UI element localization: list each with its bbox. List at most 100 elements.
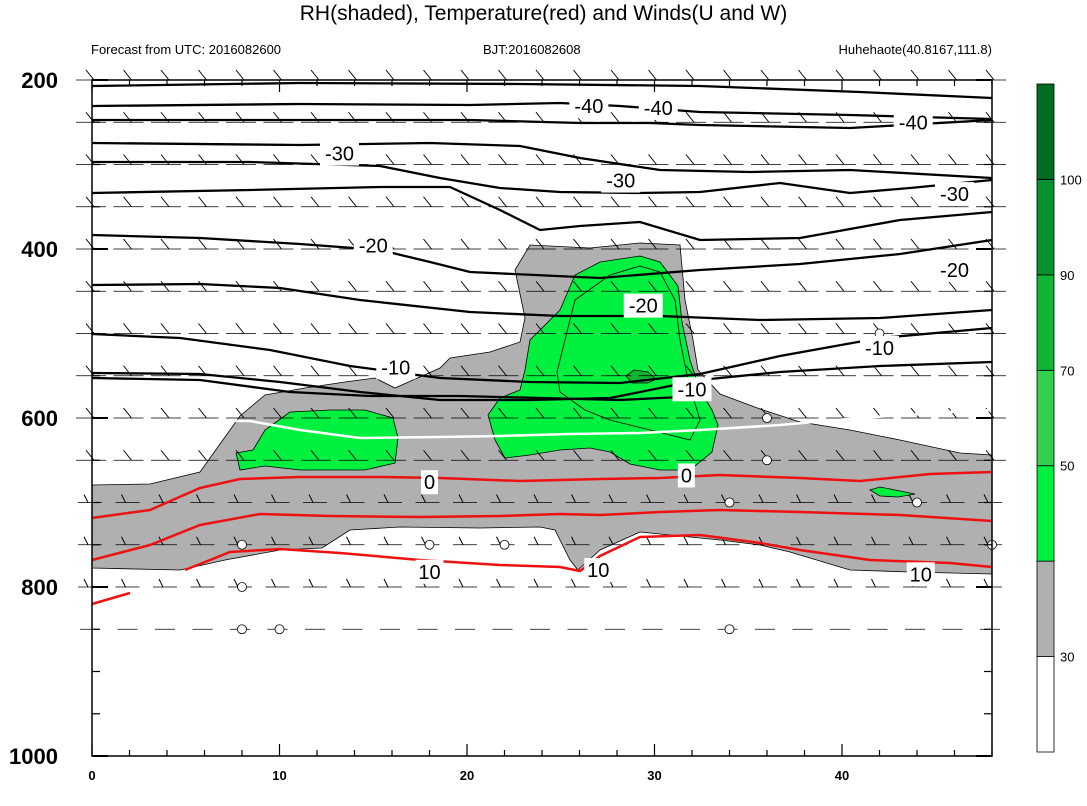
contour-label-box: [415, 559, 444, 584]
wind-barb-flag: [760, 154, 770, 165]
wind-barb-flag: [835, 238, 845, 250]
wind-barb-flag: [460, 365, 470, 377]
wind-barb-flag: [498, 280, 507, 292]
wind-barb-flag: [85, 196, 95, 208]
wind-barb-flag: [646, 536, 651, 545]
wind-barb-flag: [308, 578, 314, 588]
wind-barb-flag: [610, 407, 620, 419]
contour-label: -40: [574, 96, 603, 118]
wind-barb-flag: [385, 323, 395, 334]
calm-wind-marker: [762, 455, 772, 466]
wind-barb-flag: [721, 578, 726, 588]
wind-barb-flag: [310, 407, 320, 419]
wind-barb-flag: [160, 449, 170, 461]
wind-barb-flag: [85, 323, 95, 334]
wind-barb-flag: [498, 154, 507, 165]
colorbar-swatch: [1036, 274, 1055, 371]
wind-barb-flag: [160, 280, 170, 292]
wind-barb-flag: [460, 69, 470, 81]
wind-barb-flag: [723, 449, 732, 461]
wind-barb-flag: [758, 578, 764, 588]
wind-barb-flag: [873, 111, 882, 123]
wind-barb-flag: [423, 196, 432, 208]
wind-barb-flag: [985, 365, 995, 377]
wind-barb-flag: [910, 154, 920, 165]
colorbar-label: 70: [1060, 363, 1074, 378]
wind-barb-flag: [796, 494, 801, 503]
wind-barb-flag: [723, 111, 732, 123]
contour-label: -20: [940, 260, 969, 282]
contour-line: [91, 101, 993, 121]
wind-barb-flag: [610, 365, 620, 377]
wind-barb-flag: [348, 280, 357, 292]
wind-barb-flag: [233, 494, 239, 503]
wind-barb-flag: [158, 578, 164, 588]
wind-barb-flag: [910, 323, 920, 334]
subtitle-right: Huhehaote(40.8167,111.8): [838, 42, 992, 57]
wind-barb-flag: [271, 494, 276, 503]
wind-barb-flag: [460, 238, 470, 250]
wind-barb-flag: [423, 154, 432, 165]
contour-label: -30: [940, 184, 969, 206]
wind-barb-flag: [310, 69, 320, 81]
wind-barb-flag: [685, 280, 695, 292]
wind-barb-flag: [273, 238, 282, 250]
wind-barb-flag: [946, 494, 951, 503]
wind-barb-flag: [160, 238, 170, 250]
contour-line-warm: [91, 591, 131, 606]
wind-barb-flag: [85, 365, 95, 377]
wind-barb-flag: [571, 494, 576, 503]
wind-barb-flag: [610, 69, 620, 81]
wind-barb-flag: [833, 578, 839, 588]
contour-label-box: [353, 233, 393, 258]
wind-barb-flag: [121, 578, 126, 588]
x-tick-label: 20: [460, 768, 474, 783]
wind-barb-flag: [346, 494, 351, 503]
wind-barb-flag: [723, 280, 732, 292]
wind-barb-flag: [685, 196, 695, 208]
wind-barb-flag: [610, 111, 620, 123]
wind-barb-flag: [198, 323, 207, 334]
wind-barb-flag: [796, 536, 801, 545]
wind-barb-flag: [348, 323, 357, 334]
wind-barb-flag: [760, 238, 770, 250]
wind-barb-flag: [123, 69, 132, 81]
wind-barb-flag: [685, 407, 695, 419]
wind-barb-flag: [196, 494, 201, 503]
contour-label-box: [677, 463, 695, 488]
wind-barb-flag: [535, 323, 545, 334]
contour-label: -10: [381, 357, 410, 379]
colorbar: 30 50 70 90 100: [1036, 83, 1082, 753]
wind-barb-flag: [798, 154, 807, 165]
calm-wind-marker: [724, 497, 735, 508]
wind-barb-flag: [910, 69, 920, 81]
contour-label: -20: [629, 296, 658, 318]
wind-barb-flag: [271, 536, 276, 545]
wind-barb-flag: [85, 238, 95, 250]
contour-label-box: [638, 95, 678, 120]
wind-barb-flag: [685, 449, 695, 461]
wind-barb-flag: [496, 578, 501, 588]
wind-barb-flag: [160, 196, 170, 208]
wind-barb-flag: [573, 407, 582, 419]
wind-barb-flag: [348, 196, 357, 208]
wind-barb-flag: [198, 196, 207, 208]
x-tick-label: 30: [647, 768, 661, 783]
wind-barb-flag: [835, 323, 845, 334]
wind-barb-flag: [235, 449, 245, 461]
wind-barb-flag: [758, 494, 764, 503]
wind-barb-flag: [160, 69, 170, 81]
wind-barb-flag: [310, 365, 320, 377]
wind-barb-flag: [796, 578, 801, 588]
wind-barb-flag: [723, 407, 732, 419]
wind-barb-flag: [910, 196, 920, 208]
wind-barb-flag: [160, 407, 170, 419]
wind-barb-flag: [910, 407, 920, 419]
wind-barb-flag: [760, 323, 770, 334]
wind-barb-flag: [458, 578, 464, 588]
wind-barb-flag: [423, 407, 432, 419]
wind-barb-flag: [235, 69, 245, 81]
wind-barb-flag: [85, 69, 95, 81]
contour-label: -30: [325, 144, 354, 166]
